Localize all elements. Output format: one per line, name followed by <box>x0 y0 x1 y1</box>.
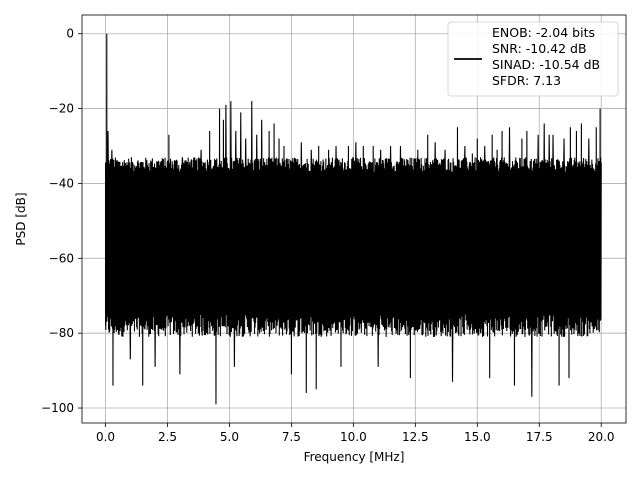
y-tick-label: −100 <box>41 401 74 415</box>
legend-snr: SNR: -10.42 dB <box>492 41 587 56</box>
x-tick-label: 0.0 <box>96 430 115 444</box>
x-tick-label: 17.5 <box>526 430 553 444</box>
x-axis-ticks: 0.0 2.5 5.0 7.5 10.0 12.5 15.0 17.5 20.0 <box>96 423 615 444</box>
y-tick-label: −80 <box>49 326 74 340</box>
plot-area <box>104 33 602 405</box>
x-tick-label: 20.0 <box>588 430 615 444</box>
legend-enob: ENOB: -2.04 bits <box>492 25 595 40</box>
x-tick-label: 7.5 <box>282 430 301 444</box>
legend-sfdr: SFDR: 7.13 <box>492 73 561 88</box>
y-axis-ticks: 0 −20 −40 −60 −80 −100 <box>41 27 82 415</box>
psd-series-line <box>104 33 602 405</box>
legend-box <box>447 21 619 97</box>
y-axis-label: PSD [dB] <box>14 192 28 245</box>
x-tick-label: 2.5 <box>158 430 177 444</box>
x-axis-label: Frequency [MHz] <box>304 450 405 464</box>
y-tick-label: 0 <box>66 27 74 41</box>
y-tick-label: −40 <box>49 176 74 190</box>
axes-frame <box>81 14 627 424</box>
x-tick-label: 5.0 <box>220 430 239 444</box>
x-tick-label: 10.0 <box>340 430 367 444</box>
y-tick-label: −60 <box>49 251 74 265</box>
x-tick-label: 12.5 <box>402 430 429 444</box>
legend: ENOB: -2.04 bits SNR: -10.42 dB SINAD: -… <box>447 21 619 97</box>
x-tick-label: 15.0 <box>464 430 491 444</box>
y-tick-label: −20 <box>49 102 74 116</box>
legend-sinad: SINAD: -10.54 dB <box>492 57 600 72</box>
